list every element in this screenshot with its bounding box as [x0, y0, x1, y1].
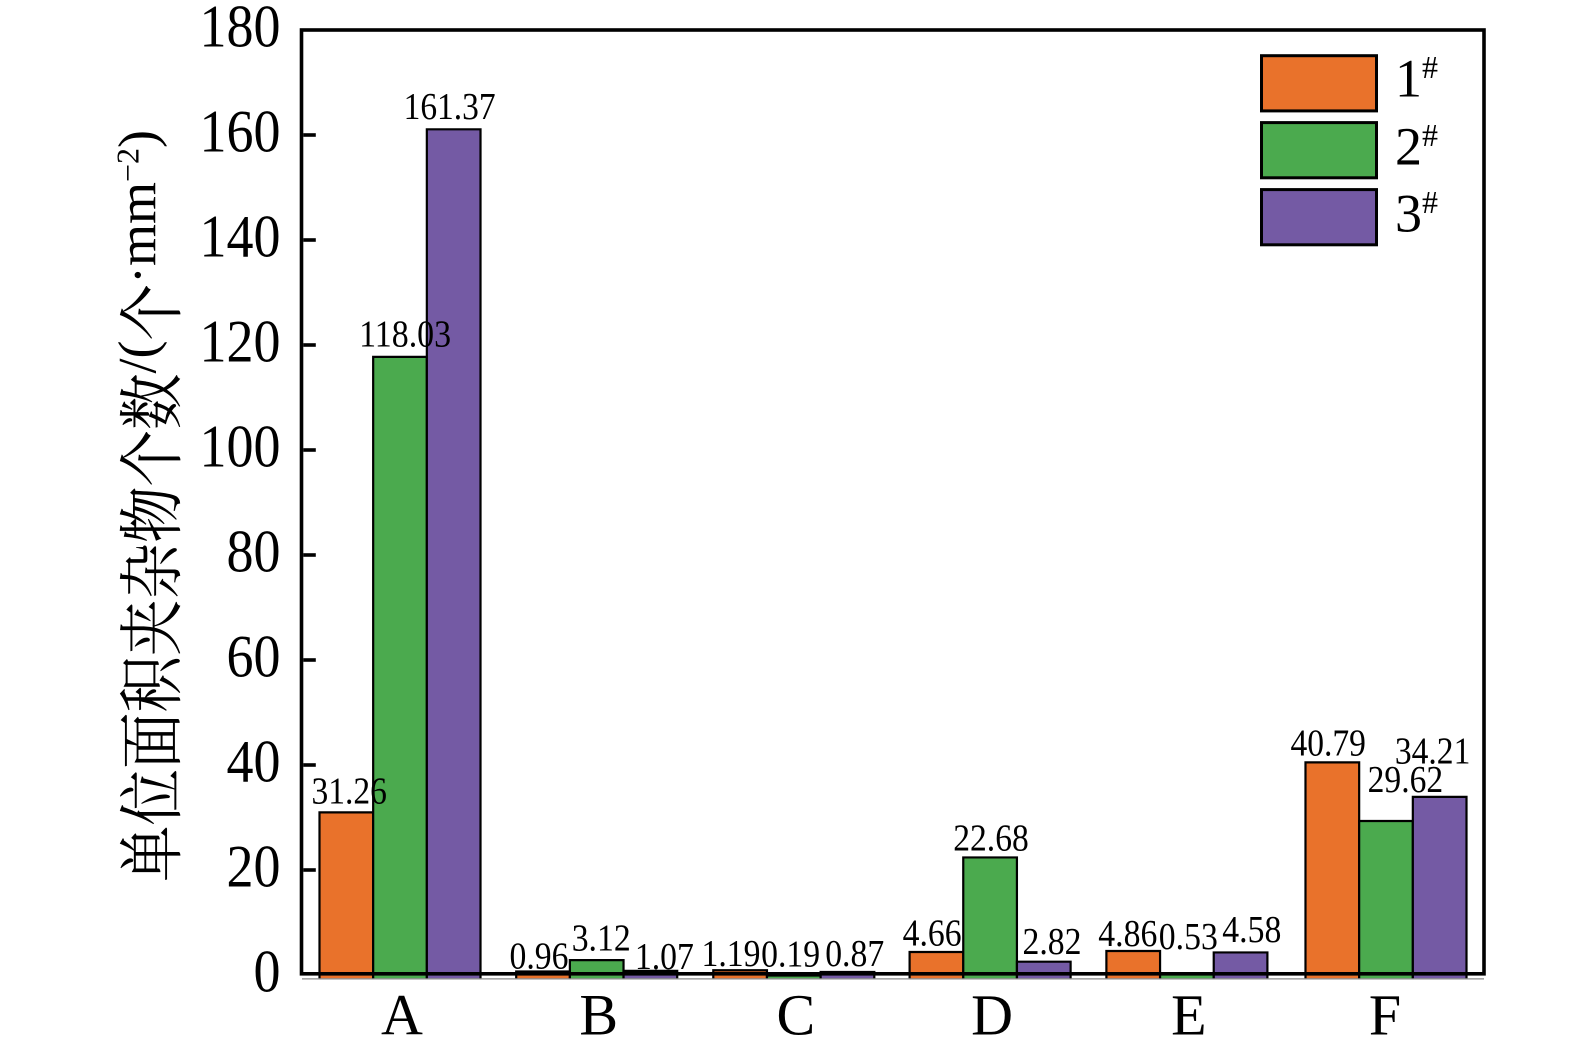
svg-text:0.87: 0.87	[825, 933, 884, 975]
svg-text:34.21: 34.21	[1395, 730, 1471, 772]
svg-text:1.19: 1.19	[702, 933, 761, 975]
svg-text:3.12: 3.12	[572, 918, 631, 960]
svg-text:80: 80	[227, 519, 281, 585]
svg-text:140: 140	[200, 204, 281, 270]
svg-text:120: 120	[200, 309, 281, 375]
svg-text:100: 100	[200, 414, 281, 480]
svg-text:31.26: 31.26	[311, 771, 387, 813]
svg-text:0: 0	[254, 939, 281, 1005]
svg-text:D: D	[971, 983, 1013, 1048]
svg-text:40: 40	[227, 729, 281, 795]
svg-text:161.37: 161.37	[404, 86, 496, 128]
svg-text:160: 160	[200, 99, 281, 165]
svg-text:/(: /(	[108, 341, 168, 374]
svg-text:0.19: 0.19	[761, 934, 820, 976]
svg-text:4.86: 4.86	[1098, 913, 1157, 955]
svg-text:A: A	[381, 983, 423, 1048]
svg-text:4.58: 4.58	[1222, 909, 1281, 951]
svg-text:B: B	[579, 983, 618, 1048]
svg-text:20: 20	[227, 834, 281, 900]
svg-text:29.62: 29.62	[1368, 759, 1444, 801]
svg-text:1.07: 1.07	[635, 936, 694, 978]
svg-text:0.96: 0.96	[510, 935, 569, 977]
svg-text:60: 60	[227, 624, 281, 690]
svg-text:118.03: 118.03	[359, 313, 451, 355]
svg-text:E: E	[1171, 983, 1206, 1048]
svg-text:4.66: 4.66	[903, 912, 962, 954]
svg-text:180: 180	[200, 0, 281, 60]
svg-text:22.68: 22.68	[953, 818, 1029, 860]
svg-text:0.53: 0.53	[1159, 916, 1218, 958]
svg-text:40.79: 40.79	[1290, 723, 1366, 765]
svg-text:C: C	[776, 983, 815, 1048]
svg-text:2.82: 2.82	[1023, 921, 1082, 963]
svg-text:F: F	[1369, 983, 1401, 1048]
